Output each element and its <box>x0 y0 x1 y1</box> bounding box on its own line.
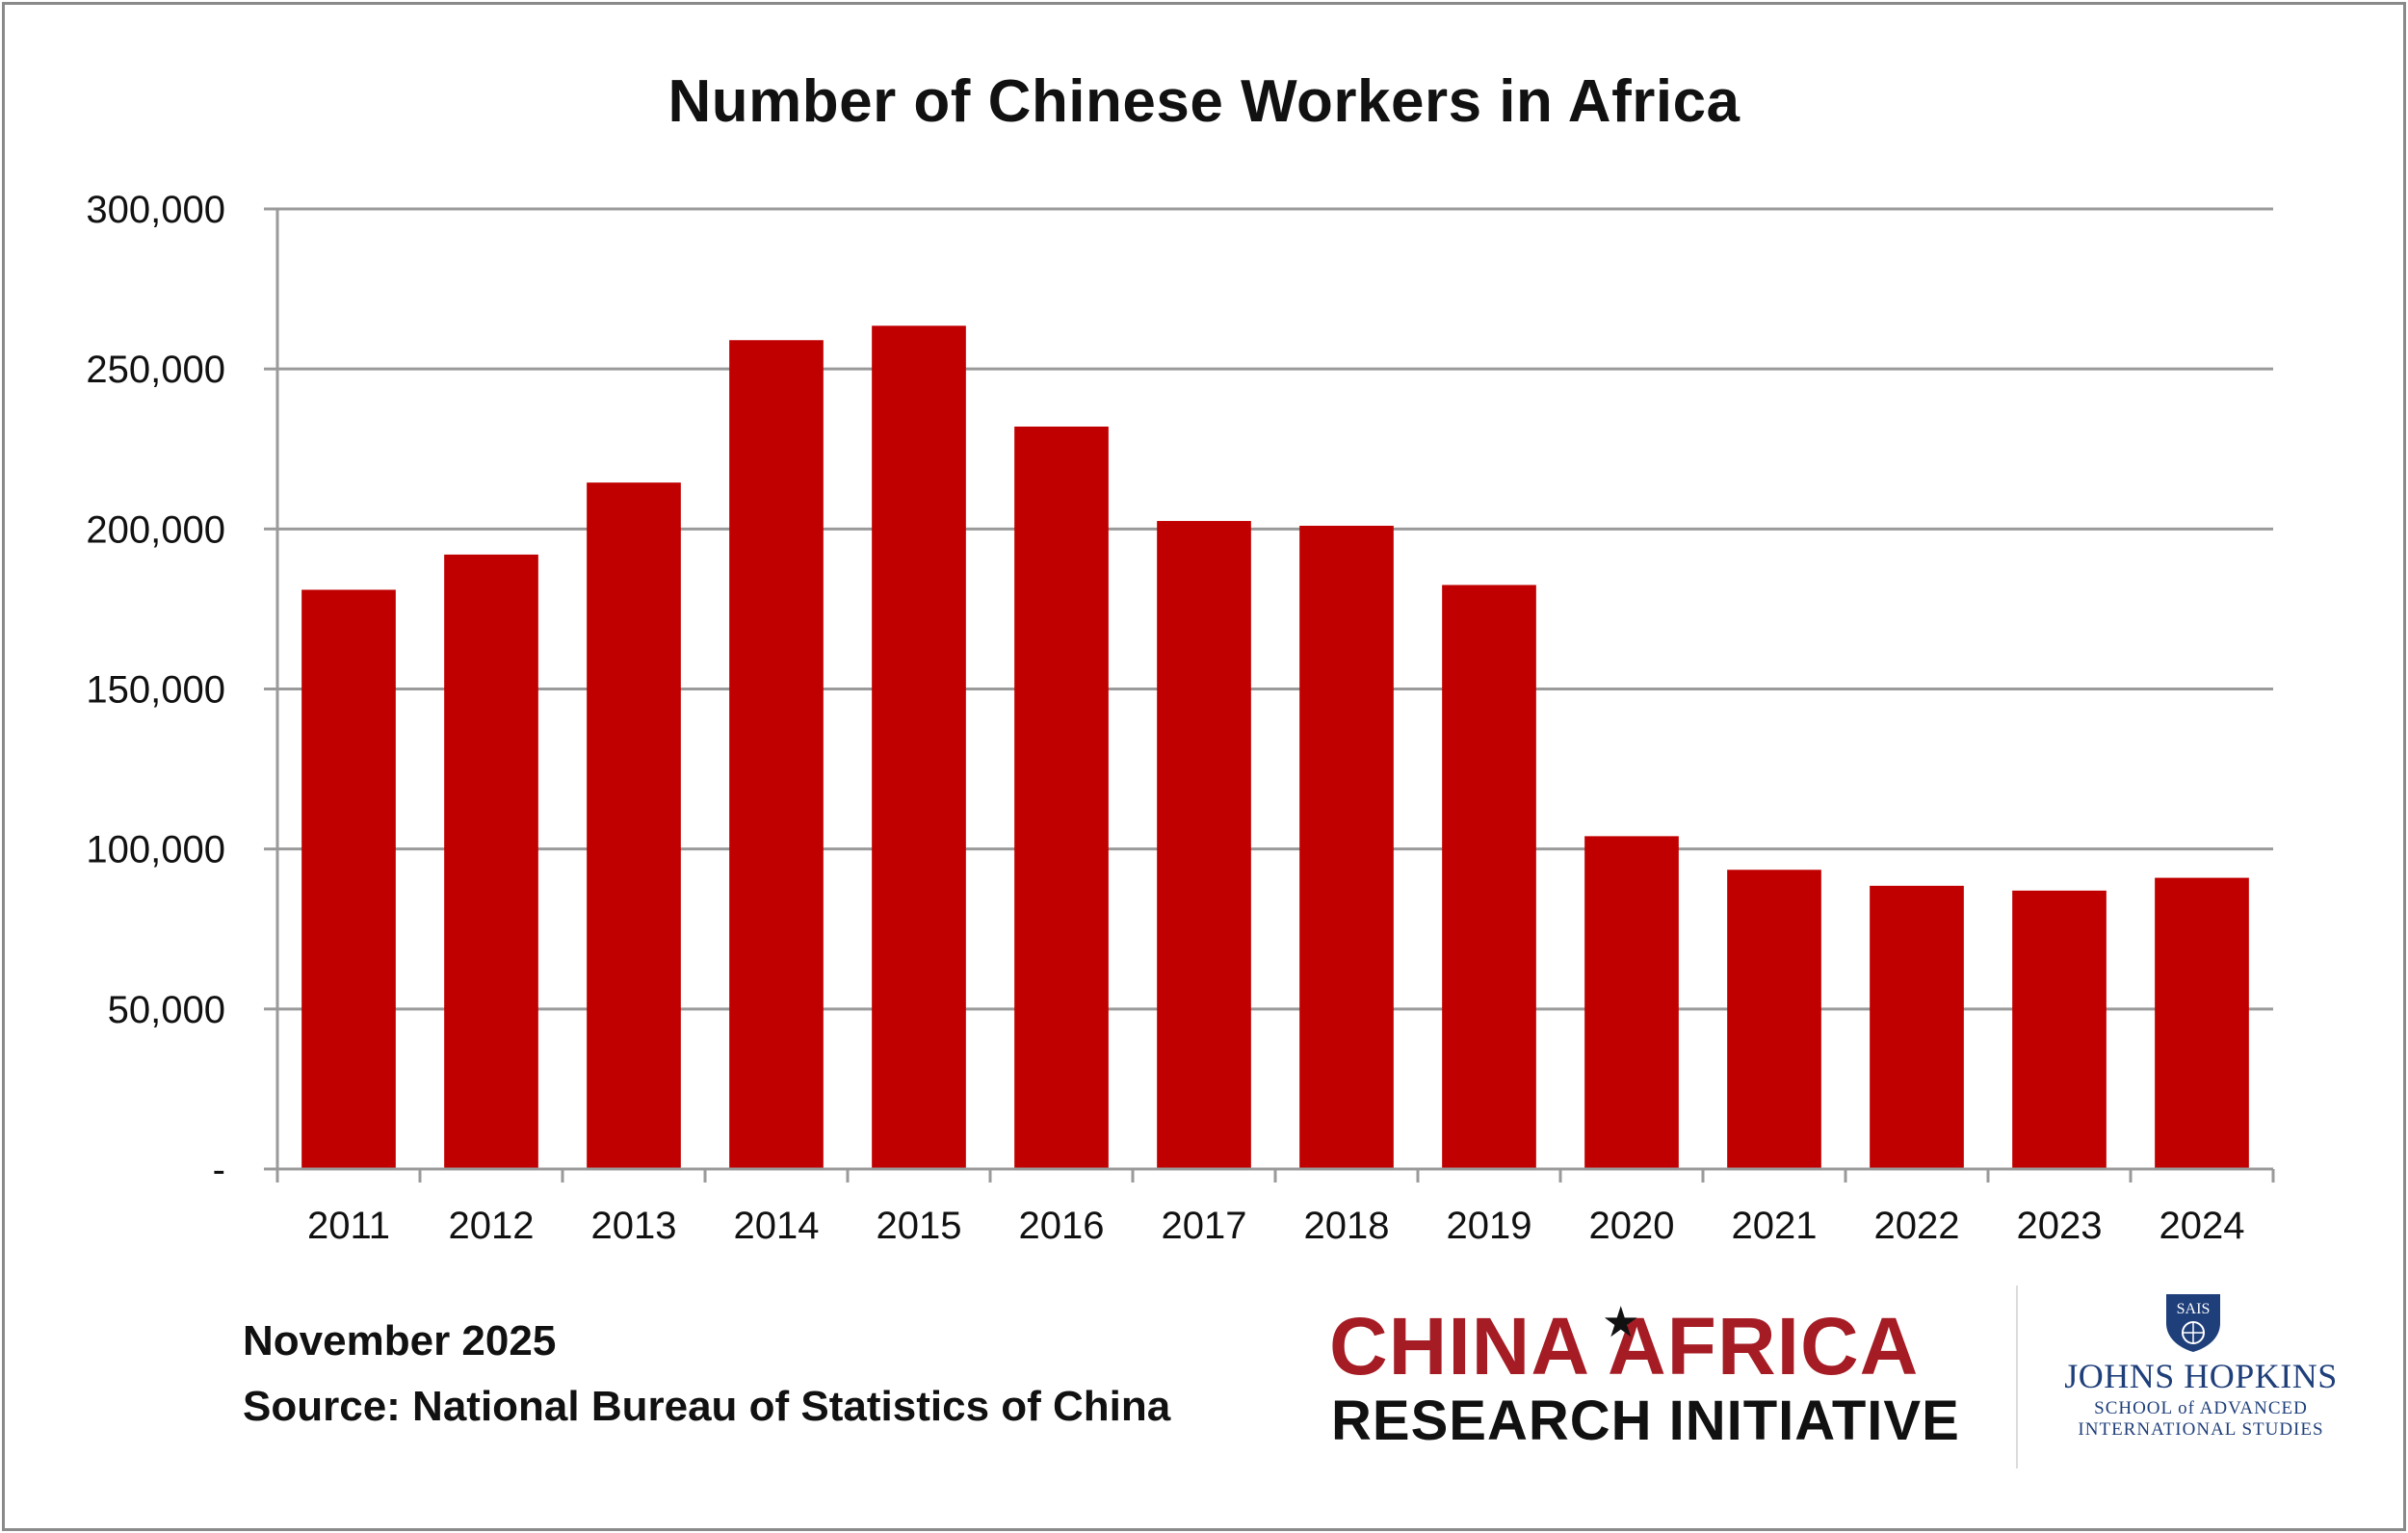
y-tick-label: 300,000 <box>86 189 225 231</box>
x-tick-label: 2012 <box>449 1205 535 1247</box>
bar <box>872 325 966 1170</box>
x-tick-label: 2019 <box>1447 1205 1532 1247</box>
x-tick-label: 2024 <box>2159 1205 2245 1247</box>
x-tick-label: 2018 <box>1304 1205 1390 1247</box>
footer-source: Source: National Bureau of Statistics of… <box>243 1383 1171 1430</box>
logo-divider <box>2016 1286 2018 1468</box>
y-tick-label: - <box>213 1149 225 1191</box>
bar <box>444 554 538 1169</box>
y-tick-label: 200,000 <box>86 508 225 551</box>
bar <box>1442 585 1536 1169</box>
bar <box>729 340 824 1169</box>
bars <box>301 325 2249 1170</box>
johns-hopkins-sais-logo: SAIS JOHNS HOPKINS SCHOOL of ADVANCED IN… <box>2042 1290 2360 1444</box>
x-tick-label: 2021 <box>1732 1205 1818 1247</box>
cari-logo-line2: RESEARCH INITIATIVE <box>1331 1390 1960 1452</box>
y-tick-label: 150,000 <box>86 669 225 712</box>
cari-logo-africa: AFRICA <box>1608 1301 1920 1391</box>
x-tick-label: 2014 <box>734 1205 820 1247</box>
bar <box>1157 521 1251 1169</box>
bar <box>1014 426 1109 1169</box>
bar <box>2012 890 2107 1169</box>
star-icon: ★ <box>1602 1299 1640 1346</box>
bar <box>1584 836 1679 1169</box>
jhu-school-line2: INTERNATIONAL STUDIES <box>2078 1419 2324 1440</box>
gridlines <box>264 207 2273 1171</box>
sais-badge-text: SAIS <box>2177 1301 2211 1317</box>
bar <box>1727 870 1821 1169</box>
x-tick-label: 2011 <box>307 1205 390 1247</box>
sais-shield-icon: SAIS <box>2166 1294 2220 1352</box>
bar <box>2155 877 2249 1169</box>
y-tick-label: 100,000 <box>86 829 225 871</box>
footer-date: November 2025 <box>243 1317 557 1364</box>
x-tick-label: 2016 <box>1019 1205 1105 1247</box>
axes <box>275 209 2275 1182</box>
y-tick-label: 50,000 <box>108 989 225 1031</box>
x-tick-label: 2013 <box>591 1205 677 1247</box>
cari-logo-line1: CHINA AFRICA <box>1329 1300 1919 1393</box>
bar <box>587 482 681 1169</box>
y-tick-label: 250,000 <box>86 349 225 391</box>
china-africa-research-initiative-logo: CHINA AFRICA ★ RESEARCH INITIATIVE <box>1329 1299 1975 1452</box>
x-tick-label: 2015 <box>877 1205 962 1247</box>
x-tick-label: 2023 <box>2017 1205 2103 1247</box>
x-tick-label: 2022 <box>1874 1205 1960 1247</box>
cari-logo-china: CHINA <box>1329 1301 1590 1391</box>
chart-title: Number of Chinese Workers in Africa <box>667 68 1741 135</box>
jhu-name: JOHNS HOPKINS <box>2064 1357 2338 1395</box>
jhu-school-line1: SCHOOL of ADVANCED <box>2094 1398 2308 1418</box>
x-tick-label: 2020 <box>1589 1205 1675 1247</box>
bar <box>1299 526 1394 1169</box>
bar <box>301 589 396 1169</box>
tick-labels: - 50,000 100,000 150,000 200,000 250,000 300,0… <box>86 189 2244 1247</box>
bar <box>1870 885 1964 1169</box>
x-tick-label: 2017 <box>1162 1205 1247 1247</box>
